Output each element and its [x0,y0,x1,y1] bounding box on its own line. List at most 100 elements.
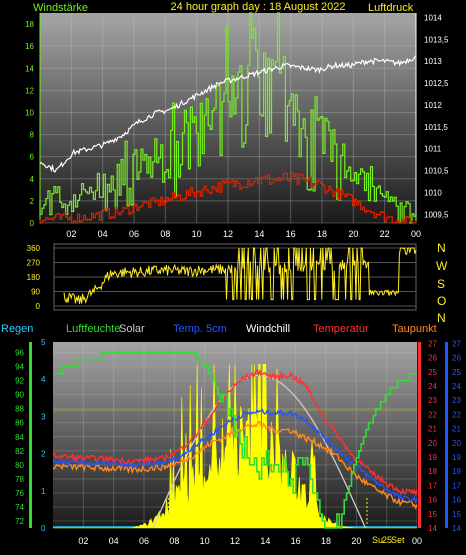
hour-tick-label: 16 [286,229,296,239]
pressure-tick-label: 1012,5 [424,79,449,88]
humidity-tick-label: 96 [15,349,24,358]
hour-tick-label: 12 [223,229,233,239]
wind-tick-label: 10 [25,108,34,117]
temp5cm-tick-label: 26 [452,354,461,363]
pressure-tick-label: 1013 [424,57,442,66]
rain-tick-label: 5 [41,338,46,347]
legend-temperatur: Temperatur [313,323,369,335]
hour-tick-label: 16 [291,536,301,546]
humidity-tick-label: 80 [15,461,24,470]
wind-tick-label: 8 [30,131,35,140]
dir-label-n1: N [437,241,446,255]
wind-tick-label: 16 [25,42,34,51]
hour-tick-label: 10 [192,229,202,239]
humidity-tick-label: 92 [15,377,24,386]
temperature-tick-label: 23 [428,396,437,405]
wind-tick-label: 2 [30,197,35,206]
temp5cm-tick-label: 19 [452,453,461,462]
direction-labels: N W S O N [436,241,448,325]
pressure-tick-label: 1010 [424,188,442,197]
dir-label-n2: N [437,311,446,325]
dir-label-o: O [437,294,446,308]
legend-taupunkt: Taupunkt [392,323,437,335]
hour-tick-label: 18 [321,536,331,546]
humidity-tick-label: 86 [15,419,24,428]
wind-tick-label: 4 [30,175,35,184]
solar-radiation-area [53,364,417,529]
hour-tick-label: 14 [260,536,270,546]
hour-tick-label: 20 [351,536,361,546]
legend-temp5cm: Temp. 5cm [173,323,227,335]
wind-tick-label: 12 [25,86,34,95]
rain-tick-label: 3 [41,412,46,421]
legend: Regen Luftfeuchte Solar Temp. 5cm Windch… [1,323,437,335]
humidity-tick-label: 84 [15,433,24,442]
humidity-tick-label: 76 [15,489,24,498]
wind-tick-label: 18 [25,20,34,29]
pressure-tick-label: 1010,5 [424,167,449,176]
temp5cm-tick-label: 23 [452,396,461,405]
pressure-tick-label: 1011,5 [424,123,448,132]
rain-tick-label: 0 [41,524,46,533]
hour-tick-label: 10 [200,536,210,546]
temperature-tick-label: 24 [428,382,437,391]
page-title: 24 hour graph day : 18 August 2022 [171,1,346,13]
temp5cm-tick-label: 14 [452,524,461,533]
temperature-tick-label: 26 [428,354,437,363]
hour-tick-label: 22 [380,229,390,239]
temperature-tick-label: 14 [428,524,437,533]
temp5cm-tick-label: 25 [452,368,461,377]
wind-direction-line [63,247,417,305]
direction-tick-label: 270 [27,259,41,268]
temperature-tick-label: 18 [428,467,437,476]
legend-regen: Regen [1,323,33,335]
hour-tick-label: 08 [169,536,179,546]
legend-solar: Solar [119,323,145,335]
dir-label-s: S [437,277,445,291]
wind-axis-title: Windstärke [33,2,88,14]
temperature-axis-bar [418,342,421,528]
temp5cm-tick-label: 22 [452,410,461,419]
pressure-tick-label: 1012 [424,101,442,110]
humidity-tick-label: 82 [15,447,24,456]
direction-tick-label: 0 [36,302,41,311]
pressure-line [39,55,417,173]
hour-tick-label: 20 [348,229,358,239]
direction-tick-label: 90 [31,288,40,297]
humidity-line [53,351,417,529]
hour-tick-label: 04 [109,536,119,546]
direction-tick-label: 180 [27,273,41,282]
hour-tick-label: 14 [254,229,264,239]
pressure-tick-label: 1013,5 [424,35,449,44]
temp5cm-axis-bar [445,342,448,528]
direction-tick-label: 360 [27,244,41,253]
temp5cm-tick-label: 17 [452,481,461,490]
humidity-tick-label: 74 [15,503,24,512]
temp5cm-tick-label: 27 [452,339,461,348]
hour-tick-label: 12 [230,536,240,546]
pressure-axis-title: Luftdruck [368,2,414,14]
humidity-tick-label: 78 [15,475,24,484]
humidity-tick-label: 88 [15,405,24,414]
pressure-tick-label: 1009,5 [424,210,449,219]
temp5cm-tick-label: 18 [452,467,461,476]
temp5cm-tick-label: 21 [452,425,461,434]
temperature-tick-label: 27 [428,339,437,348]
wind-tick-label: 14 [25,64,34,73]
rain-tick-label: 4 [41,375,46,384]
sunrise-label: Su [372,535,383,545]
rain-tick-label: 2 [41,450,46,459]
temperature-tick-label: 22 [428,410,437,419]
hour-tick-label: 06 [129,229,139,239]
hour-tick-label: 00 [412,536,422,546]
temperature-tick-label: 25 [428,368,437,377]
wind-gust-line [39,12,417,224]
temperature-tick-label: 17 [428,481,437,490]
hour-tick-label: 00 [411,229,421,239]
temperature-tick-label: 20 [428,439,437,448]
hour-tick-label: 18 [317,229,327,239]
sunset-label: Set [391,535,405,545]
temperature-tick-label: 15 [428,510,437,519]
temperature-tick-label: 19 [428,453,437,462]
temp5cm-tick-label: 24 [452,382,461,391]
